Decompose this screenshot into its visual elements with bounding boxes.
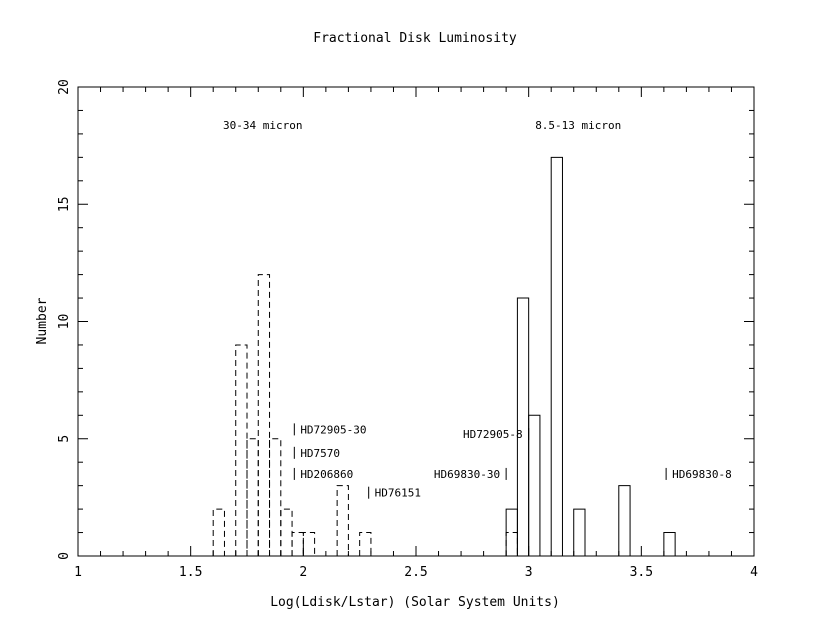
annotation-label: HD69830-8 — [672, 468, 732, 481]
annotation-label: HD76151 — [375, 487, 421, 500]
y-tick-label: 5 — [57, 435, 72, 443]
group-label: 30-34 micron — [223, 119, 302, 132]
group-labels: 30-34 micron 8.5-13 micron — [223, 119, 621, 132]
histogram-bar — [528, 414, 541, 556]
x-tick-label: 3 — [525, 565, 533, 580]
y-tick-label: 10 — [57, 314, 72, 330]
series-30-34-micron — [212, 274, 518, 556]
histogram-bar — [359, 532, 372, 556]
chart-title: Fractional Disk Luminosity — [313, 31, 517, 46]
x-tick-label: 2.5 — [404, 565, 427, 580]
x-tick-label: 2 — [299, 565, 307, 580]
x-tick-label: 1.5 — [179, 565, 202, 580]
plot-border — [77, 86, 755, 557]
histogram-bar — [291, 532, 304, 556]
y-axis-label: Number — [35, 297, 50, 344]
y-axis: 0 5 10 15 20 — [57, 79, 754, 560]
histogram-bar — [212, 508, 225, 556]
histogram-bar — [336, 485, 349, 556]
x-axis-label: Log(Ldisk/Lstar) (Solar System Units) — [270, 595, 560, 610]
histogram-series — [212, 156, 676, 556]
histogram-bar — [257, 274, 271, 556]
annotation-label: HD72905-8 — [463, 428, 523, 441]
histogram-bar — [516, 297, 530, 556]
series-8-5-13-micron — [505, 156, 676, 556]
x-tick-label: 1 — [74, 565, 82, 580]
star-annotations: HD72905-30 HD7570 HD206860 HD76151 HD72905-8… — [293, 423, 732, 500]
histogram-bar — [246, 438, 259, 556]
histogram-bar — [302, 532, 316, 556]
histogram-bar — [269, 438, 282, 556]
plot-frame — [77, 86, 755, 557]
x-tick-label: 4 — [750, 565, 758, 580]
annotation-label: HD206860 — [300, 468, 353, 481]
x-axis: 1 1.5 2 2.5 3 3.5 4 — [74, 87, 758, 580]
annotation-label: HD72905-30 — [300, 423, 366, 436]
histogram-bar — [550, 156, 563, 556]
histogram-bar — [505, 532, 518, 556]
group-label: 8.5-13 micron — [535, 119, 621, 132]
histogram-bar — [280, 508, 293, 556]
histogram-bar — [663, 532, 676, 556]
histogram-bar — [235, 344, 248, 556]
x-tick-label: 3.5 — [630, 565, 653, 580]
histogram-bar — [618, 485, 631, 556]
annotation-label: HD69830-30 — [434, 468, 500, 481]
histogram-bar — [573, 508, 586, 556]
y-tick-label: 15 — [57, 196, 72, 212]
y-tick-label: 0 — [57, 552, 72, 560]
y-tick-label: 20 — [57, 79, 72, 95]
annotation-label: HD7570 — [300, 447, 340, 460]
